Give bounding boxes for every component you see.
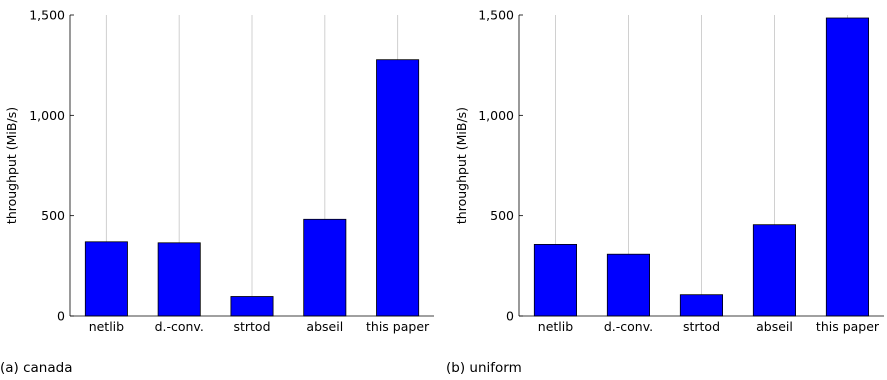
bar-netlib <box>533 243 577 317</box>
x-tick-label: netlib <box>538 319 573 334</box>
panel-caption: (a) canada <box>0 360 72 376</box>
chart-panel-2: 0 500 1,000 1,500 netlib d.-conv. strtod abseil… <box>446 8 884 376</box>
x-tick-label: netlib <box>89 319 124 334</box>
y-tick-label: 1,500 <box>29 8 65 23</box>
x-tick-label: d.-conv. <box>155 319 204 334</box>
x-tick-label: d.-conv. <box>604 319 653 334</box>
bar-strtod <box>679 294 723 317</box>
x-tick-label: this paper <box>816 319 880 334</box>
bar-d-conv- <box>157 242 201 317</box>
y-tick-label: 500 <box>41 208 65 223</box>
x-tick-label: abseil <box>306 319 343 334</box>
y-tick-label: 1,000 <box>478 108 514 123</box>
bar-d-conv- <box>606 253 650 317</box>
y-axis-label: throughput (MiB/s) <box>454 107 469 224</box>
x-tick-label: this paper <box>366 319 430 334</box>
panel-caption: (b) uniform <box>446 360 522 376</box>
x-tick-label: abseil <box>756 319 793 334</box>
bar-strtod <box>230 296 274 317</box>
bar-abseil <box>752 224 796 317</box>
bar-this-paper <box>825 17 869 317</box>
y-tick-label: 0 <box>506 309 514 324</box>
bar-abseil <box>303 218 347 317</box>
bar-netlib <box>84 241 128 317</box>
x-tick-label: strtod <box>683 319 720 334</box>
y-tick-label: 1,500 <box>478 8 514 23</box>
y-tick-label: 0 <box>57 309 65 324</box>
y-tick-label: 1,000 <box>29 108 65 123</box>
x-tick-label: strtod <box>233 319 270 334</box>
y-tick-label: 500 <box>490 208 514 223</box>
y-axis-label: throughput (MiB/s) <box>4 107 19 224</box>
chart-panel-1: 0 500 1,000 1,500 netlib d.-conv. strtod abseil… <box>0 8 434 376</box>
bar-this-paper <box>376 59 420 317</box>
